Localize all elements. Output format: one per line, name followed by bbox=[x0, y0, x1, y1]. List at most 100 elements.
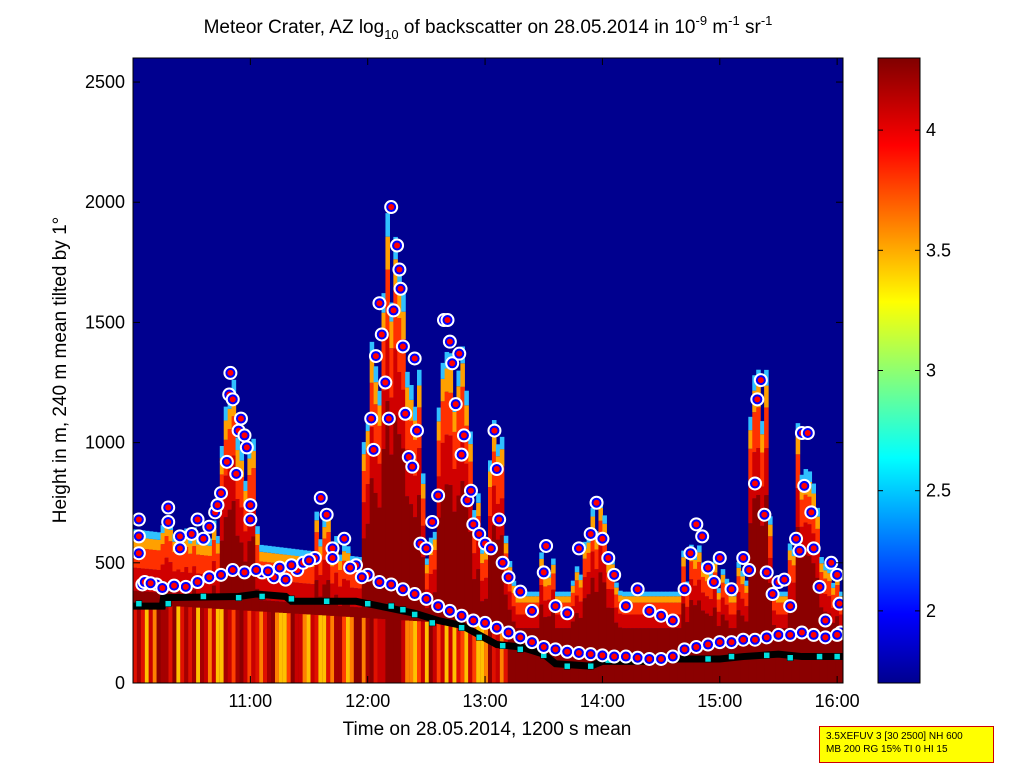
layer-marker-core bbox=[687, 550, 694, 557]
layer-marker-core bbox=[669, 653, 676, 660]
backscatter-band bbox=[168, 529, 174, 542]
backscatter-band bbox=[732, 614, 738, 629]
backscatter-column bbox=[452, 511, 458, 683]
backscatter-band bbox=[231, 416, 237, 456]
backscatter-band bbox=[768, 524, 773, 537]
layer-marker-core bbox=[370, 446, 377, 453]
backscatter-band bbox=[278, 554, 284, 564]
backscatter-band bbox=[562, 591, 568, 597]
layer-marker-core bbox=[288, 562, 295, 569]
y-tick-label: 0 bbox=[115, 673, 125, 693]
colorbar-tick-label: 3.5 bbox=[926, 240, 951, 260]
backscatter-ground bbox=[460, 623, 465, 683]
backscatter-band bbox=[227, 428, 233, 467]
layer-marker-core bbox=[135, 516, 142, 523]
backscatter-band bbox=[748, 430, 753, 449]
layer-marker-core bbox=[446, 338, 453, 345]
backscatter-band bbox=[519, 596, 525, 603]
backscatter-band bbox=[590, 551, 596, 578]
cyan-marker bbox=[135, 600, 143, 607]
layer-marker-core bbox=[147, 580, 154, 587]
backscatter-band bbox=[701, 576, 706, 593]
layer-marker-core bbox=[376, 300, 383, 307]
backscatter-band bbox=[760, 486, 765, 526]
backscatter-band bbox=[547, 585, 552, 600]
backscatter-ground bbox=[381, 619, 387, 683]
backscatter-band bbox=[144, 549, 150, 569]
layer-marker-core bbox=[276, 564, 283, 571]
colorbar bbox=[877, 57, 921, 684]
backscatter-band bbox=[697, 545, 702, 553]
backscatter-band bbox=[626, 596, 631, 603]
backscatter-column bbox=[594, 591, 600, 683]
backscatter-band bbox=[590, 516, 596, 529]
backscatter-band bbox=[133, 567, 138, 591]
backscatter-ground bbox=[251, 611, 256, 683]
backscatter-ground bbox=[267, 612, 272, 683]
backscatter-column bbox=[369, 478, 375, 683]
backscatter-band bbox=[697, 561, 702, 580]
backscatter-column bbox=[586, 594, 592, 683]
backscatter-band bbox=[476, 493, 481, 503]
backscatter-band bbox=[803, 469, 809, 480]
backscatter-ground bbox=[231, 609, 237, 683]
backscatter-band bbox=[223, 406, 229, 421]
backscatter-band bbox=[219, 505, 225, 541]
layer-marker-core bbox=[233, 470, 240, 477]
backscatter-band bbox=[653, 591, 659, 597]
backscatter-band bbox=[779, 602, 785, 615]
backscatter-band bbox=[610, 589, 615, 609]
layer-marker-core bbox=[135, 550, 142, 557]
layer-marker-core bbox=[529, 639, 536, 646]
layer-marker-core bbox=[787, 631, 794, 638]
layer-marker-core bbox=[341, 535, 348, 542]
backscatter-ground bbox=[247, 610, 252, 683]
backscatter-band bbox=[298, 583, 304, 604]
backscatter-band bbox=[318, 556, 323, 576]
backscatter-band bbox=[669, 596, 674, 603]
backscatter-band bbox=[535, 591, 540, 597]
layer-marker-core bbox=[176, 533, 183, 540]
layer-marker-core bbox=[669, 617, 676, 624]
backscatter-band bbox=[555, 591, 560, 597]
backscatter-band bbox=[507, 591, 513, 610]
backscatter-band bbox=[263, 579, 268, 601]
backscatter-band bbox=[559, 596, 564, 603]
x-tick-label: 16:00 bbox=[815, 691, 860, 711]
backscatter-band bbox=[831, 587, 836, 595]
layer-marker-core bbox=[836, 600, 843, 607]
backscatter-band bbox=[752, 452, 757, 499]
backscatter-band bbox=[724, 604, 730, 621]
backscatter-band bbox=[551, 558, 556, 565]
backscatter-band bbox=[681, 566, 686, 584]
backscatter-band bbox=[732, 602, 738, 615]
backscatter-band bbox=[314, 532, 319, 555]
backscatter-column bbox=[385, 401, 390, 683]
backscatter-band bbox=[574, 572, 580, 581]
colorbar-axis: 2 2.5 3 3.5 4 bbox=[878, 120, 951, 621]
backscatter-band bbox=[243, 491, 248, 506]
backscatter-band bbox=[665, 596, 671, 603]
backscatter-band bbox=[614, 582, 619, 588]
backscatter-band bbox=[708, 599, 714, 616]
backscatter-ground bbox=[176, 606, 181, 683]
layer-marker-core bbox=[611, 571, 618, 578]
backscatter-band bbox=[649, 596, 655, 603]
backscatter-band bbox=[641, 614, 647, 629]
backscatter-column bbox=[361, 538, 367, 683]
backscatter-band bbox=[243, 531, 248, 562]
backscatter-ground bbox=[227, 609, 233, 683]
backscatter-column bbox=[488, 549, 493, 683]
backscatter-band bbox=[219, 446, 225, 458]
backscatter-ground bbox=[239, 610, 245, 683]
backscatter-ground bbox=[200, 607, 205, 683]
backscatter-band bbox=[397, 289, 402, 319]
backscatter-band bbox=[748, 483, 753, 524]
backscatter-band bbox=[598, 544, 603, 573]
backscatter-band bbox=[701, 592, 706, 611]
backscatter-band bbox=[578, 587, 584, 602]
layer-marker-core bbox=[405, 454, 412, 461]
cyan-marker bbox=[364, 600, 371, 607]
backscatter-band bbox=[535, 614, 540, 629]
layer-marker-core bbox=[411, 355, 418, 362]
